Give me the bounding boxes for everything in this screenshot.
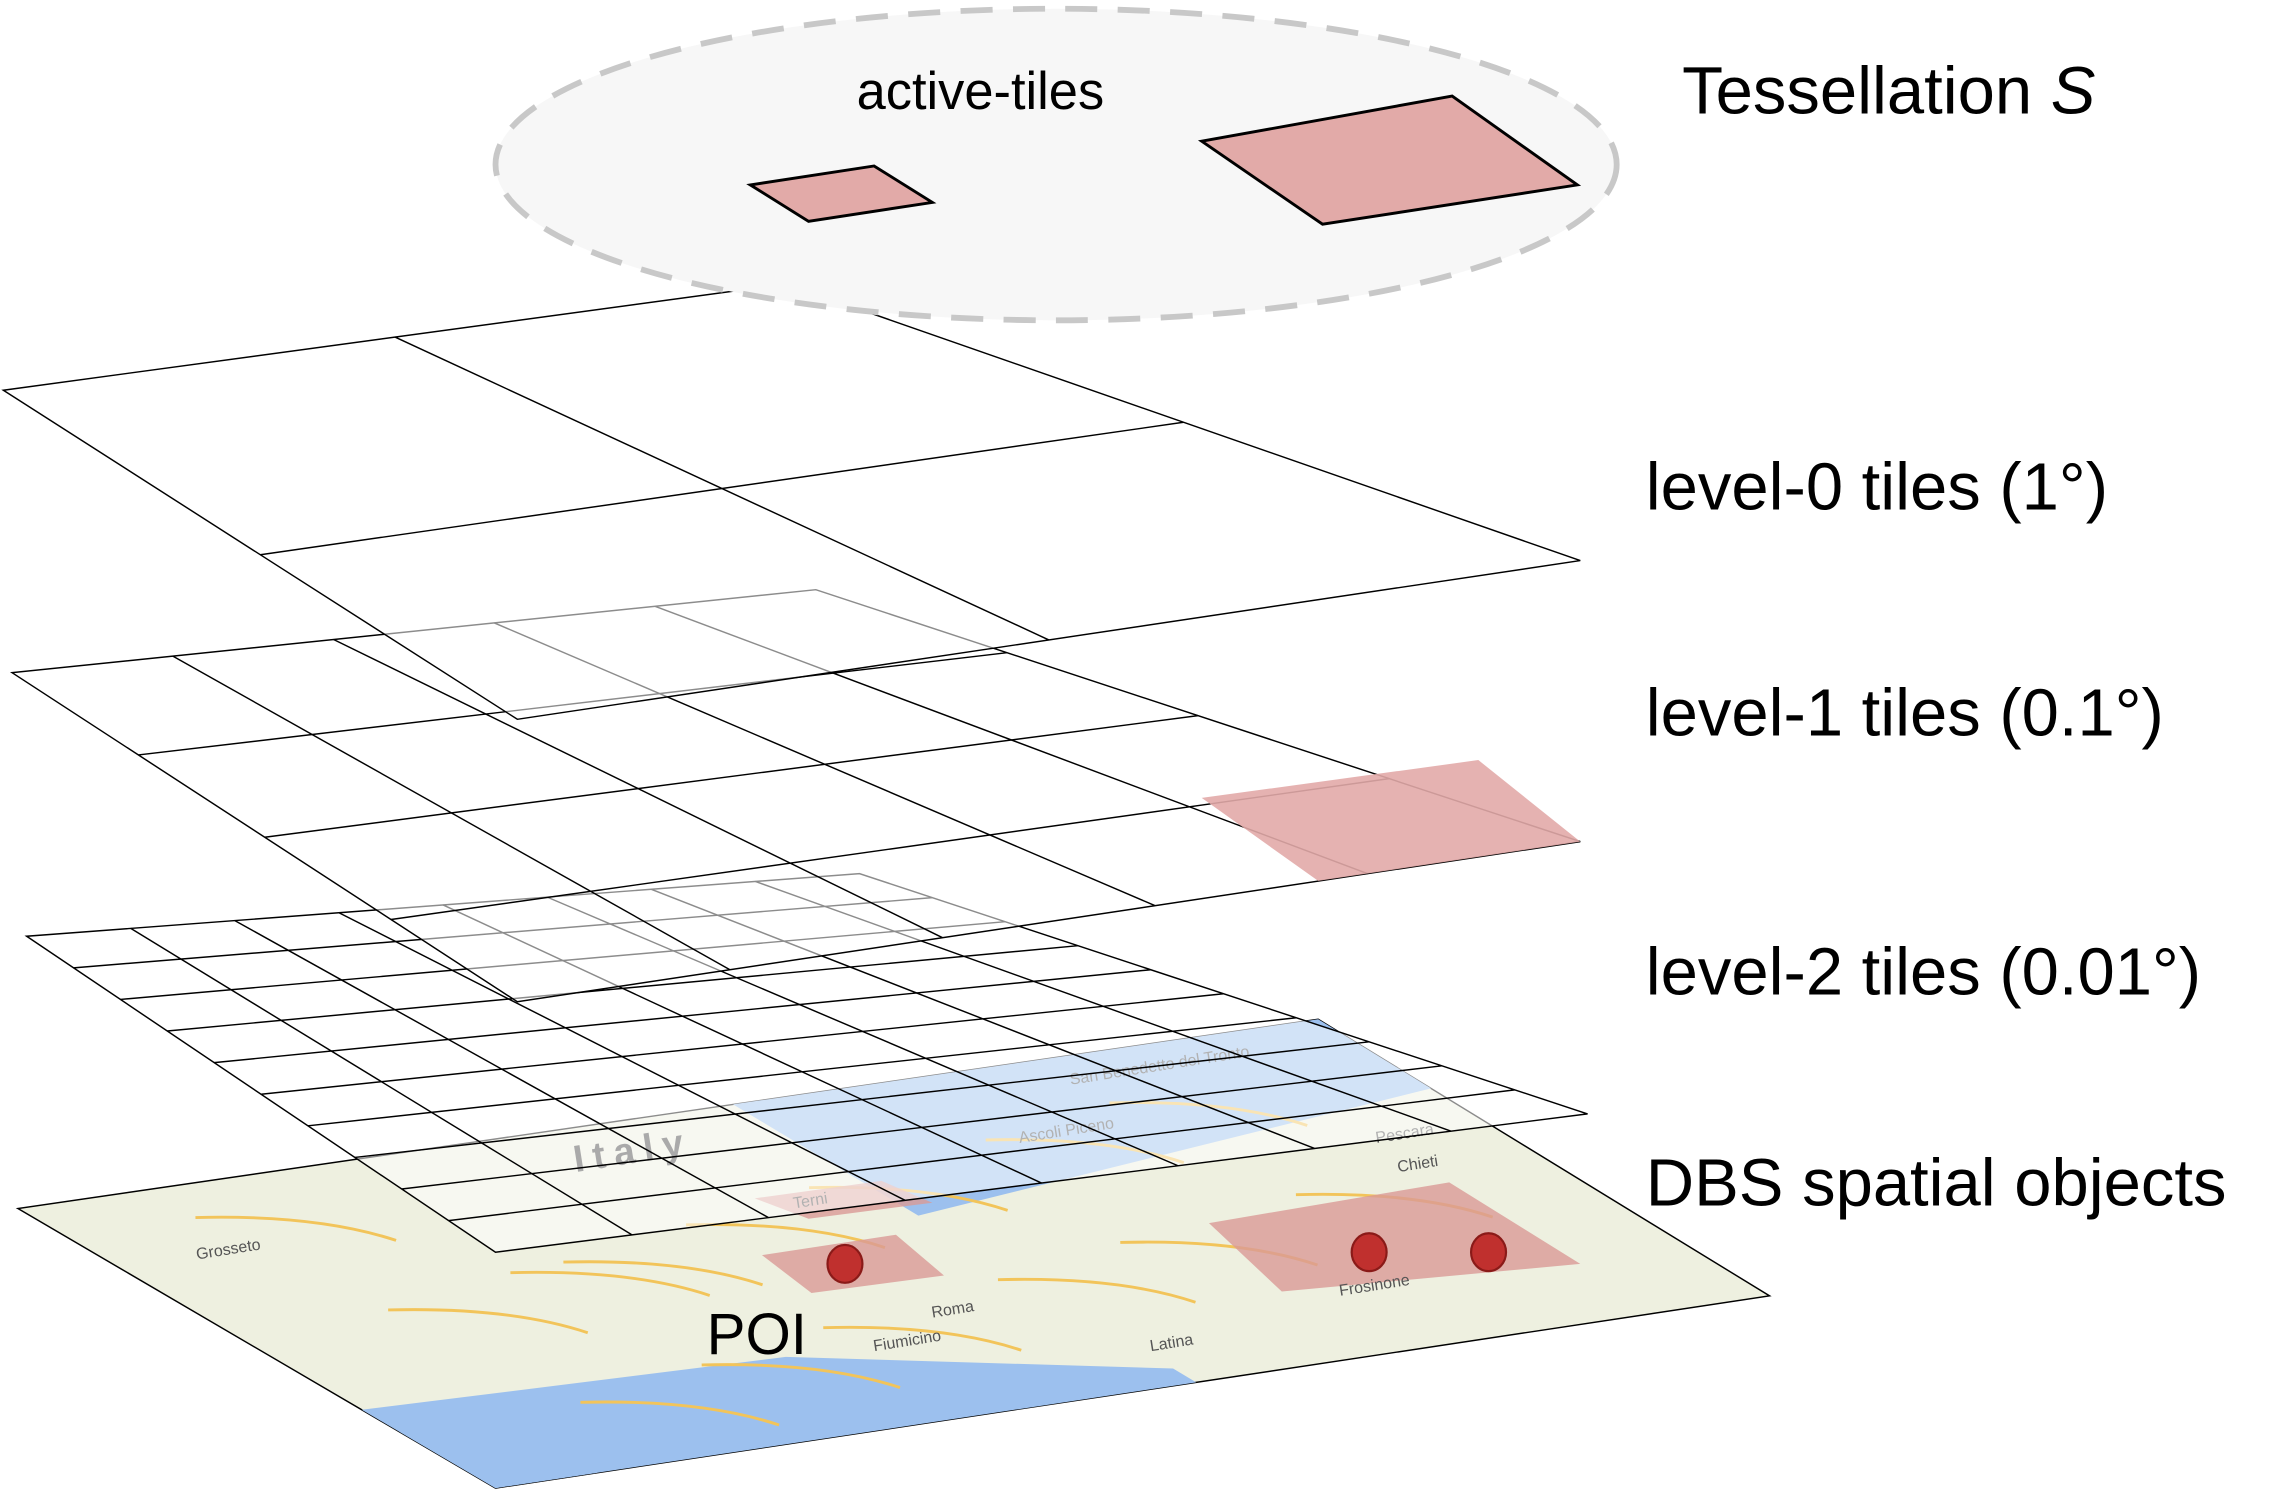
grid-line bbox=[167, 944, 1079, 1032]
grid-line bbox=[307, 1017, 1297, 1127]
grid-line bbox=[261, 993, 1224, 1095]
layer-label: level-0 tiles (1°) bbox=[1646, 450, 2108, 525]
road bbox=[701, 1363, 901, 1389]
layer-label: level-2 tiles (0.01°) bbox=[1646, 934, 2201, 1009]
tessellation-label: Tessellation S bbox=[1682, 54, 2095, 129]
road bbox=[563, 1260, 764, 1287]
road bbox=[510, 1270, 711, 1297]
active-tile bbox=[1197, 94, 1582, 226]
poi-marker bbox=[1350, 1232, 1388, 1273]
layers: ItalyGrossetoTerniRomaFiumicinoLatinaFro… bbox=[1, 283, 1772, 1489]
poi-marker bbox=[1469, 1232, 1508, 1273]
road bbox=[195, 1215, 397, 1242]
tessellation-text: Tessellation bbox=[1682, 54, 2032, 129]
grid-line bbox=[401, 1065, 1443, 1190]
active-cell bbox=[1201, 760, 1581, 881]
sea bbox=[399, 1422, 598, 1489]
layer-label: DBS spatial objects bbox=[1646, 1146, 2227, 1221]
road bbox=[388, 1308, 589, 1335]
poi-label: POI bbox=[707, 1302, 807, 1367]
tessellation-ellipse bbox=[492, 5, 1620, 324]
grid-line bbox=[448, 1089, 1515, 1222]
active-tiles-label: active-tiles bbox=[857, 63, 1105, 121]
grid-line bbox=[214, 969, 1151, 1064]
road bbox=[580, 1400, 780, 1427]
layer-label: level-1 tiles (0.1°) bbox=[1646, 675, 2164, 750]
layer-plane bbox=[1, 283, 1581, 721]
poi-marker bbox=[826, 1243, 864, 1284]
map-label: Latina bbox=[1149, 1332, 1195, 1356]
sea bbox=[361, 1356, 1197, 1489]
grid-line bbox=[260, 421, 1184, 556]
active-tile bbox=[746, 164, 937, 223]
grid-line bbox=[354, 1041, 1370, 1159]
tessellation-symbol: S bbox=[2051, 54, 2096, 129]
grid-line bbox=[264, 714, 1199, 838]
map-label: Roma bbox=[930, 1298, 975, 1321]
road bbox=[997, 1277, 1196, 1304]
map-label: Chieti bbox=[1396, 1153, 1439, 1176]
road bbox=[823, 1325, 1022, 1352]
